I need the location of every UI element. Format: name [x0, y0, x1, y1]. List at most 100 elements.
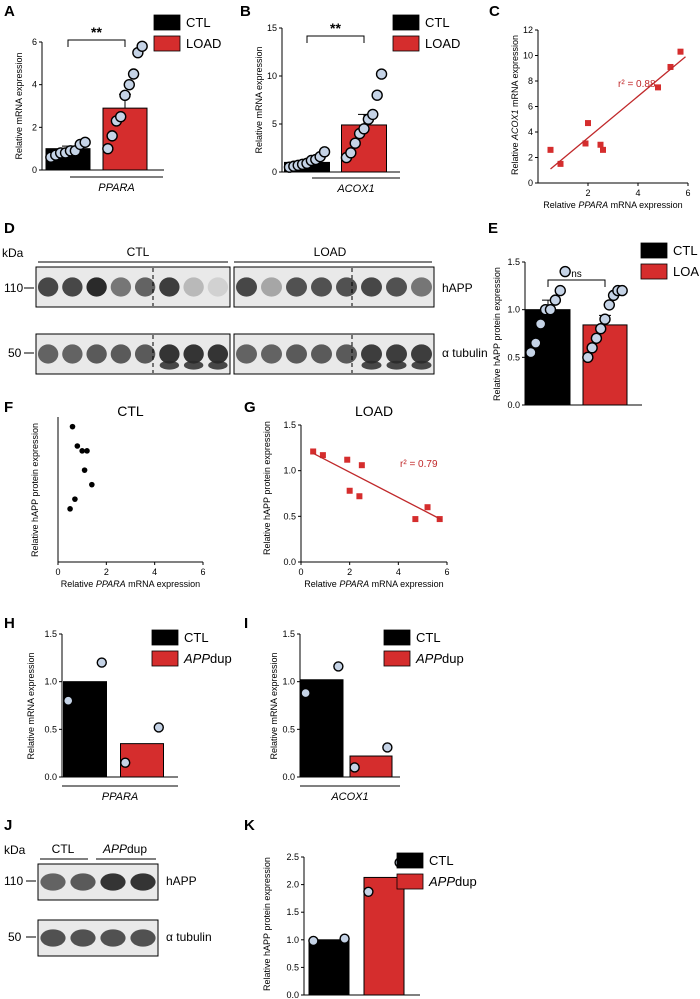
legend-swatch-load	[392, 35, 420, 52]
chart-c-y-tick-label: 8	[528, 76, 533, 86]
blot-d-ctl-tubulin-band	[110, 344, 132, 364]
blot-j-row-happ: hAPP	[166, 874, 197, 888]
blot-d-load-happ-band	[286, 277, 307, 297]
blot-d-load-happ-band	[261, 277, 282, 297]
chart-b-point	[375, 68, 388, 80]
chart-g-x-label-pre: Relative	[304, 579, 339, 589]
panel-label-h: H	[4, 615, 15, 632]
panel-label-g: G	[244, 399, 256, 416]
blot-d-load-tubulin-band-lower	[361, 360, 382, 370]
chart-a-significance-bracket	[67, 39, 126, 47]
blot-d-load-tubulin-band	[336, 344, 357, 364]
chart-c-r-squared: r² = 0.88	[618, 79, 656, 90]
blot-d-load-happ-band	[411, 277, 432, 297]
chart-c-point	[585, 120, 591, 127]
blot-d-load-happ-band	[361, 277, 382, 297]
chart-g-x-tick-label: 4	[396, 567, 401, 577]
chart-k-y-tick-label: 1.5	[286, 907, 299, 917]
blot-j-row-tubulin: α tubulin	[166, 930, 212, 944]
legend-swatch-appdup	[151, 650, 179, 667]
chart-b: 0 5 10 15 ** ACOX1 Relative mRNA expression CTL…	[254, 14, 460, 195]
blot-d-marker-110: 110	[4, 281, 23, 295]
chart-k: 0.0 0.5 1.0 1.5 2.0 2.5 Relative hAPP protein …	[262, 852, 477, 999]
chart-b-y-tick-label: 0	[272, 167, 277, 177]
legend-label-ctl: CTL	[184, 630, 209, 645]
chart-g-title: LOAD	[355, 403, 393, 419]
chart-i-point	[382, 742, 393, 753]
chart-e-point	[599, 313, 611, 325]
chart-a-y-tick-label: 4	[32, 80, 37, 90]
chart-c-y-tick-label: 10	[523, 51, 533, 61]
chart-k-bar-ctl	[308, 939, 350, 996]
chart-a-y-tick-label: 2	[32, 122, 37, 132]
chart-g-point	[358, 462, 365, 469]
blot-j-tubulin-band	[40, 929, 66, 947]
chart-h: 0.0 0.5 1.0 1.5 PPARA Relative mRNA expressio…	[26, 629, 232, 803]
chart-e-bar-load	[582, 324, 628, 406]
chart-g-y-tick-label: 1.5	[283, 420, 296, 430]
blot-j-tubulin-band	[70, 929, 96, 947]
chart-k-y-tick-label: 0.0	[286, 990, 299, 999]
chart-k-y-label: Relative hAPP protein expression	[262, 857, 272, 991]
chart-f-y-label: Relative hAPP protein expression	[30, 423, 40, 557]
chart-h-y-label: Relative mRNA expression	[26, 652, 36, 759]
chart-g-x-tick-label: 2	[347, 567, 352, 577]
chart-c-point	[582, 140, 589, 147]
legend-swatch-load	[153, 35, 181, 52]
blot-d-group-load: LOAD	[314, 245, 347, 259]
chart-g: 0.0 0.5 1.0 1.5 0 2 4 6 r² = 0.79 LOAD Relative PP…	[262, 403, 450, 589]
blot-j-group-appdup-suffix: dup	[127, 842, 147, 856]
chart-e-point	[544, 303, 557, 316]
blot-d-kda: kDa	[2, 246, 24, 260]
chart-f-x-tick-label: 6	[200, 567, 205, 577]
blot-d-ctl-happ-band	[183, 277, 204, 297]
blot-d-ctl-tubulin-band	[207, 344, 229, 364]
blot-d-ctl-tubulin-band	[183, 344, 204, 364]
blot-d-ctl-happ-band	[62, 277, 83, 297]
panel-label-c: C	[489, 3, 500, 20]
chart-i-point	[333, 661, 344, 672]
chart-i-y-label: Relative mRNA expression	[269, 652, 279, 759]
chart-h-point	[153, 722, 164, 733]
legend-label-ctl: CTL	[429, 853, 454, 868]
chart-b-significance-label: **	[330, 20, 341, 36]
chart-c-x-tick-label: 4	[635, 188, 640, 198]
blot-j-group-appdup-gene: APP	[102, 842, 127, 856]
blot-d-ctl-tubulin-band	[159, 344, 180, 364]
chart-h-y-tick-label: 0.0	[44, 772, 57, 782]
chart-f-point	[79, 448, 85, 454]
chart-e-y-tick-label: 1.0	[507, 305, 520, 315]
legend-label-appdup: APPdup	[183, 651, 232, 666]
legend-label-dup: dup	[442, 651, 464, 666]
legend-swatch-ctl	[396, 852, 424, 869]
blot-d-group-ctl: CTL	[127, 245, 150, 259]
blot-d-ctl-tubulin-band	[62, 344, 83, 364]
chart-b-point	[318, 146, 331, 158]
chart-g-y-tick-label: 0.0	[283, 557, 296, 567]
chart-b-point	[367, 108, 379, 121]
chart-c-point	[667, 63, 674, 70]
legend-label-dup: dup	[455, 874, 477, 889]
chart-a-y-label: Relative mRNA expression	[14, 52, 24, 159]
panel-label-f: F	[4, 399, 13, 416]
chart-a-point	[102, 142, 114, 155]
chart-h-y-tick-label: 0.5	[44, 724, 57, 734]
blot-j-membranes	[37, 863, 159, 957]
legend-swatch-appdup	[396, 873, 424, 890]
chart-h-point	[63, 695, 74, 706]
chart-e-y-tick-label: 1.5	[507, 257, 520, 267]
chart-f-point	[84, 448, 90, 454]
chart-k-y-tick-label: 0.5	[286, 962, 299, 972]
blot-d-load-tubulin-band	[311, 344, 332, 364]
panel-label-k: K	[244, 817, 255, 834]
legend-label-ctl: CTL	[425, 15, 450, 30]
chart-e-significance-label: ns	[571, 269, 582, 280]
chart-b-point	[358, 123, 370, 135]
chart-g-x-label-gene: PPARA	[339, 579, 369, 589]
blot-j-happ-band	[70, 873, 96, 891]
blot-j-tubulin-band	[100, 929, 126, 947]
panel-label-e: E	[488, 220, 498, 237]
legend-label-app: APP	[428, 874, 455, 889]
